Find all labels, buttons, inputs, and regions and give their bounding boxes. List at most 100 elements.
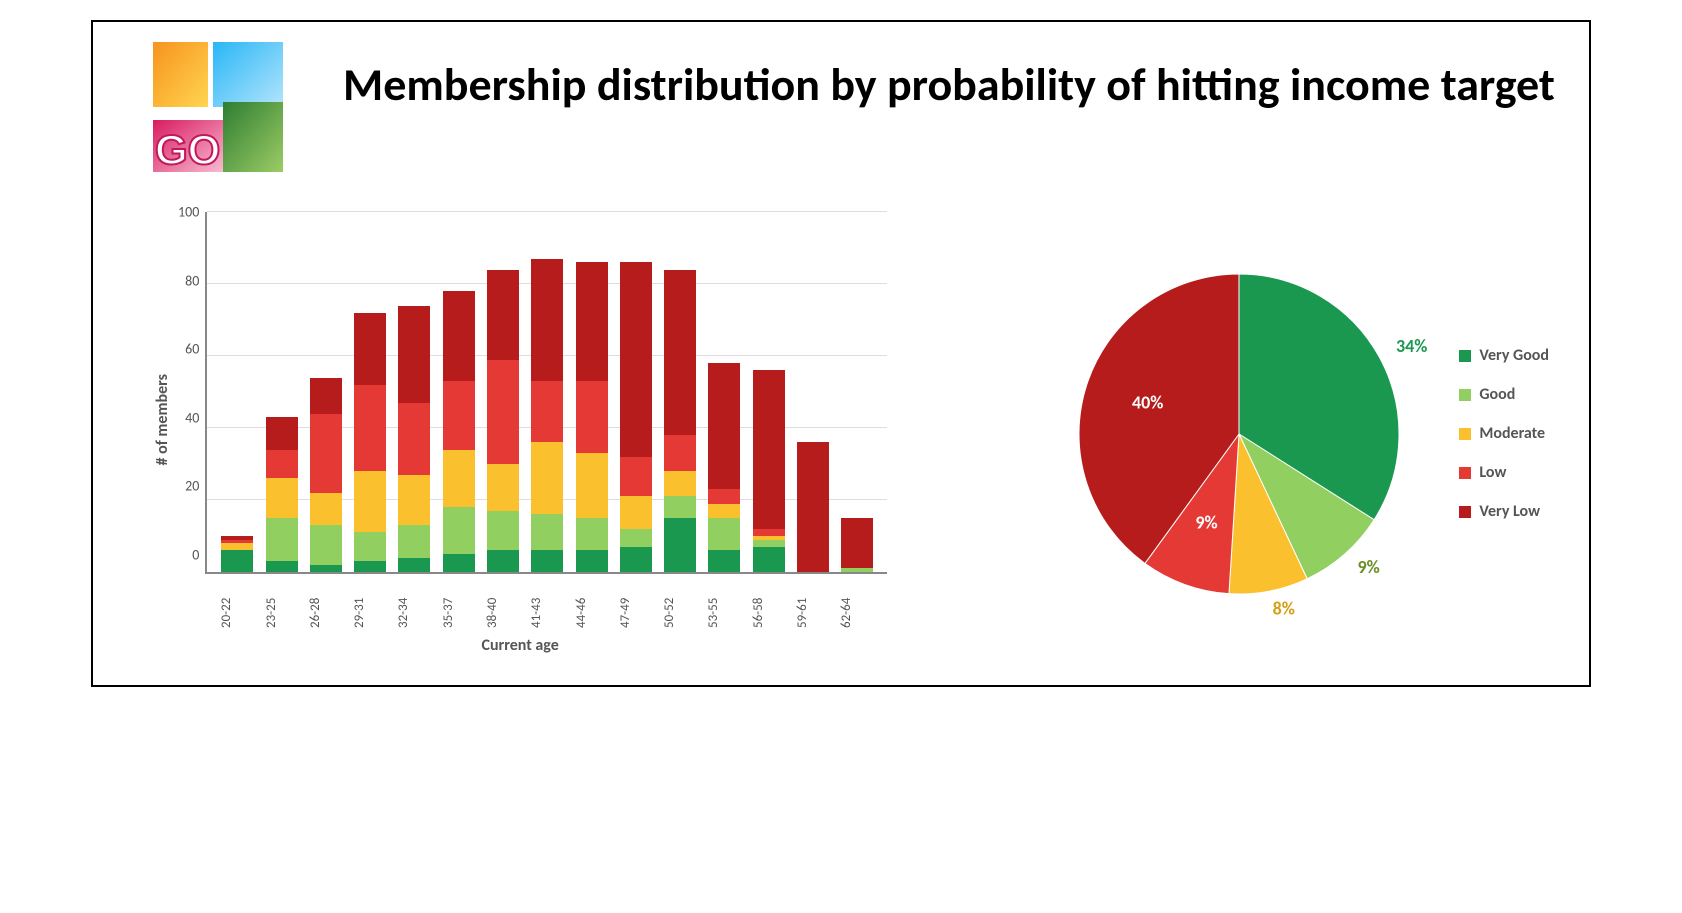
bar-column xyxy=(797,442,829,572)
legend-item-very_low: Very Low xyxy=(1459,502,1549,521)
bar-column xyxy=(841,518,873,572)
bar-segment-very_low xyxy=(266,417,298,449)
bar-column xyxy=(354,313,386,572)
bar-chart: # of members 100806040200 20-2223-2526-2… xyxy=(153,212,887,655)
x-tick: 20-22 xyxy=(219,580,251,628)
bar-segment-good xyxy=(841,568,873,572)
bar-segment-good xyxy=(310,525,342,565)
bar-column xyxy=(443,291,475,572)
bar-segment-very_low xyxy=(753,370,785,528)
x-tick: 29-31 xyxy=(352,580,384,628)
x-tick: 41-43 xyxy=(529,580,561,628)
bar-column xyxy=(620,262,652,572)
bar-segment-very_good xyxy=(443,554,475,572)
bar-segment-good xyxy=(398,525,430,557)
x-tick: 32-34 xyxy=(396,580,428,628)
bar-segment-very_low xyxy=(620,262,652,456)
legend-swatch xyxy=(1459,428,1471,440)
bar-segment-good xyxy=(753,540,785,547)
pie-label-very_good: 34% xyxy=(1396,335,1427,357)
x-tick: 62-64 xyxy=(839,580,871,628)
bar-segment-low xyxy=(266,450,298,479)
legend-swatch xyxy=(1459,506,1471,518)
y-tick: 80 xyxy=(178,272,199,289)
bar-segment-low xyxy=(576,381,608,453)
x-tick: 53-55 xyxy=(706,580,738,628)
header: GO Membership distribution by probabilit… xyxy=(123,42,1559,182)
bar-segment-moderate xyxy=(531,442,563,514)
x-tick: 47-49 xyxy=(618,580,650,628)
legend-label: Very Low xyxy=(1479,502,1540,521)
bar-segment-good xyxy=(266,518,298,561)
bar-column xyxy=(310,378,342,572)
legend-item-low: Low xyxy=(1459,463,1549,482)
pie-label-very_low: 40% xyxy=(1132,391,1163,413)
legend: Very Good Good Moderate Low Very Low xyxy=(1459,346,1549,521)
x-tick: 59-61 xyxy=(795,580,827,628)
page-title: Membership distribution by probability o… xyxy=(343,57,1555,115)
bar-segment-low xyxy=(487,360,519,464)
bar-segment-good xyxy=(354,532,386,561)
bar-segment-good xyxy=(708,518,740,550)
bar-segment-moderate xyxy=(620,496,652,528)
y-tick: 20 xyxy=(178,478,199,495)
bar-segment-moderate xyxy=(576,453,608,518)
charts-row: # of members 100806040200 20-2223-2526-2… xyxy=(123,212,1559,655)
bar-column xyxy=(753,370,785,572)
bar-segment-low xyxy=(443,381,475,449)
bar-segment-very_good xyxy=(576,550,608,572)
bar-segment-low xyxy=(398,403,430,475)
legend-label: Very Good xyxy=(1479,346,1549,365)
y-tick: 0 xyxy=(178,546,199,563)
legend-item-very_good: Very Good xyxy=(1459,346,1549,365)
bar-segment-good xyxy=(576,518,608,550)
x-tick: 50-52 xyxy=(662,580,694,628)
bar-column xyxy=(531,259,563,572)
bar-segment-moderate xyxy=(398,475,430,525)
legend-swatch xyxy=(1459,467,1471,479)
bar-segment-moderate xyxy=(664,471,696,496)
legend-swatch xyxy=(1459,389,1471,401)
bar-segment-very_low xyxy=(443,291,475,381)
bar-segment-low xyxy=(708,489,740,503)
bar-segment-very_good xyxy=(531,550,563,572)
bar-segment-low xyxy=(354,385,386,471)
bar-column xyxy=(487,270,519,572)
x-tick: 26-28 xyxy=(308,580,340,628)
bar-segment-very_good xyxy=(266,561,298,572)
bar-segment-good xyxy=(664,496,696,518)
bar-segment-low xyxy=(664,435,696,471)
bar-segment-moderate xyxy=(443,450,475,508)
bar-segment-low xyxy=(310,414,342,493)
legend-label: Good xyxy=(1479,385,1515,404)
go-logo: GO xyxy=(143,42,293,182)
bar-segment-good xyxy=(487,511,519,551)
x-tick: 23-25 xyxy=(264,580,296,628)
bar-segment-moderate xyxy=(310,493,342,525)
bar-segment-very_good xyxy=(487,550,519,572)
y-axis-label: # of members xyxy=(153,374,172,465)
legend-item-moderate: Moderate xyxy=(1459,424,1549,443)
bar-segment-very_good xyxy=(354,561,386,572)
x-axis-label: Current age xyxy=(482,636,559,655)
bar-segment-very_low xyxy=(354,313,386,385)
y-axis-ticks: 100806040200 xyxy=(178,212,199,572)
y-tick: 40 xyxy=(178,409,199,426)
legend-label: Moderate xyxy=(1479,424,1545,443)
bar-column xyxy=(266,417,298,572)
x-tick: 35-37 xyxy=(441,580,473,628)
svg-text:GO: GO xyxy=(155,126,220,173)
x-tick: 44-46 xyxy=(574,580,606,628)
bar-segment-low xyxy=(620,457,652,497)
y-tick: 100 xyxy=(178,204,199,221)
bar-segment-moderate xyxy=(487,464,519,511)
bar-segment-very_low xyxy=(708,363,740,489)
bar-segment-very_low xyxy=(487,270,519,360)
legend-label: Low xyxy=(1479,463,1506,482)
bar-segment-low xyxy=(753,529,785,536)
bar-segment-very_good xyxy=(753,547,785,572)
bar-segment-very_good xyxy=(708,550,740,572)
bar-segment-very_low xyxy=(664,270,696,436)
pie-label-moderate: 8% xyxy=(1273,597,1295,619)
bar-segment-moderate xyxy=(266,478,298,518)
